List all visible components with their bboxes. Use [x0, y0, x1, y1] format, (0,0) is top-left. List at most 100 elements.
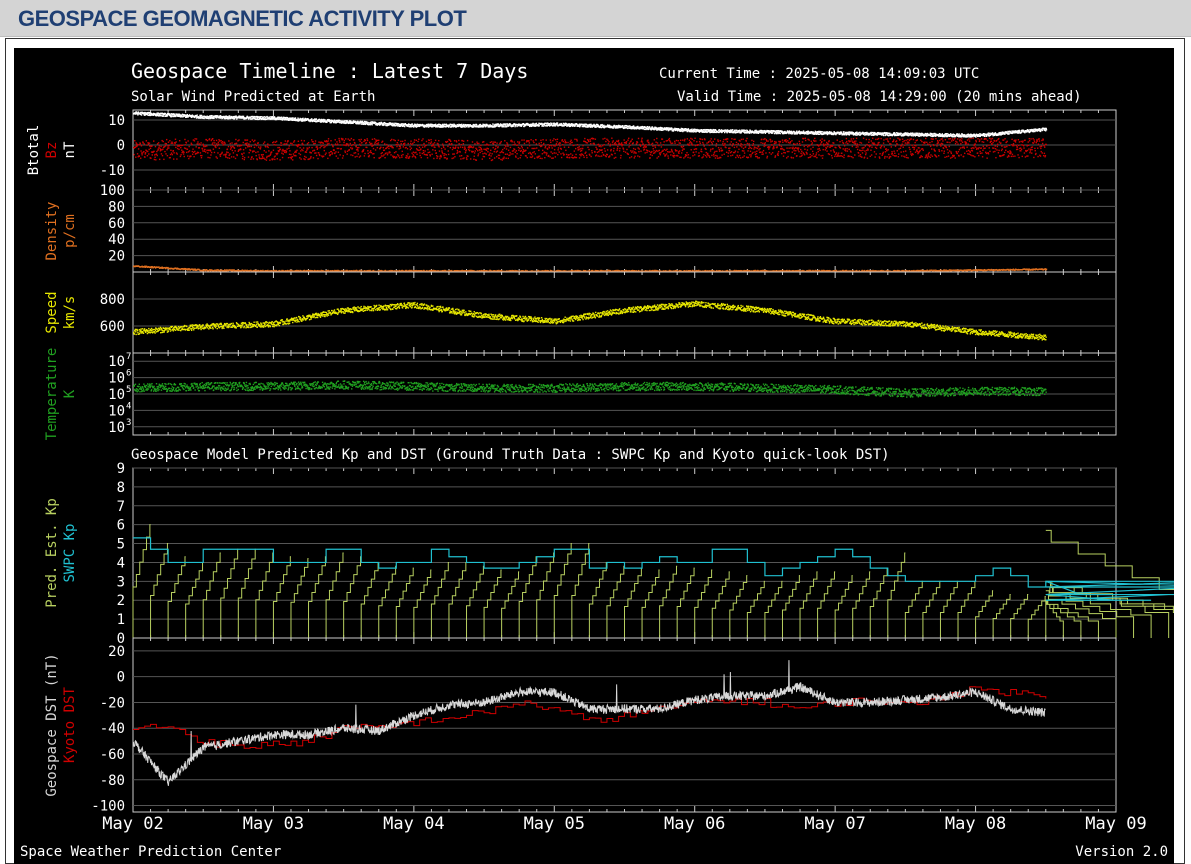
btotal-series-point — [629, 127, 631, 129]
bz-series-point — [659, 153, 661, 155]
bz-series-point — [615, 143, 617, 145]
bz-series-point — [476, 142, 479, 145]
bz-series-point — [341, 138, 343, 140]
btotal-series-point — [475, 126, 478, 128]
bz-series-point — [836, 139, 838, 141]
btotal-series-point — [338, 119, 341, 122]
btotal-series-point — [458, 125, 461, 127]
bz-series-point — [272, 149, 275, 151]
bz-series-point — [134, 140, 136, 142]
bz-series-point — [580, 153, 583, 155]
bz-series-point — [207, 152, 209, 154]
btotal-series-point — [730, 131, 732, 134]
bz-series-point — [495, 145, 497, 147]
bz-series-point — [734, 138, 736, 140]
bz-series-point — [1044, 154, 1047, 157]
bz-series-point — [996, 145, 999, 148]
y-tick-label: -10 — [100, 163, 125, 179]
bz-series-point — [308, 158, 310, 160]
btotal-series-point — [238, 116, 241, 118]
bz-series-point — [538, 155, 541, 157]
bz-series-point — [1039, 155, 1042, 157]
bz-series-point — [291, 142, 293, 145]
bz-series-point — [826, 150, 828, 152]
bz-series-point — [776, 153, 779, 156]
bz-series-point — [877, 137, 880, 140]
bz-series-point — [141, 154, 143, 156]
bz-series-point — [658, 149, 660, 152]
btotal-series-point — [361, 121, 363, 123]
bz-series-point — [783, 151, 785, 154]
btotal-series-point — [656, 129, 658, 131]
bz-series-point — [861, 152, 864, 154]
bz-series-point — [748, 145, 751, 147]
bz-series-point — [627, 153, 630, 155]
bz-series-point — [1007, 151, 1009, 153]
bz-series-point — [612, 150, 615, 152]
bz-series-point — [433, 146, 435, 148]
bz-series-point — [635, 143, 638, 145]
bz-series-point — [786, 150, 789, 153]
bz-series-point — [1003, 146, 1006, 148]
bz-series-point — [417, 144, 419, 147]
bz-series-point — [659, 154, 662, 156]
btotal-series-point — [534, 125, 537, 127]
bz-series-point — [548, 147, 551, 149]
bz-series-point — [940, 138, 942, 140]
btotal-series-point — [772, 131, 774, 133]
btotal-series-point — [671, 127, 673, 129]
btotal-series-point — [585, 126, 587, 128]
bz-series-point — [366, 138, 368, 140]
bz-series-point — [197, 151, 199, 154]
bz-series-point — [210, 151, 213, 154]
bz-series-point — [1031, 148, 1033, 151]
btotal-series-point — [526, 123, 528, 126]
bz-series-point — [960, 154, 962, 156]
bz-series-point — [431, 153, 433, 155]
bz-series-point — [157, 148, 159, 150]
bz-series-point — [644, 146, 647, 148]
bz-series-point — [380, 155, 383, 157]
bz-series-point — [985, 138, 987, 140]
bz-series-point — [524, 149, 526, 152]
bz-series-point — [134, 146, 137, 148]
bz-series-point — [842, 142, 845, 145]
btotal-series-point — [209, 117, 211, 120]
bz-series-point — [413, 141, 415, 143]
bz-series-point — [891, 150, 893, 153]
bz-series-point — [575, 153, 577, 156]
btotal-series-point — [147, 114, 149, 116]
bz-series-point — [742, 147, 745, 150]
bz-series-point — [327, 157, 329, 160]
bz-series-point — [601, 151, 604, 154]
bz-series-point — [504, 153, 507, 155]
bz-series-point — [440, 154, 442, 157]
bz-series-point — [393, 151, 396, 154]
bz-series-point — [514, 155, 517, 157]
btotal-series-point — [384, 123, 387, 125]
bz-series-point — [180, 144, 183, 147]
btotal-series-point — [206, 115, 209, 118]
bz-series-point — [445, 140, 447, 143]
bz-series-point — [973, 147, 975, 149]
bz-series-point — [536, 147, 538, 149]
bz-series-point — [187, 140, 189, 142]
bz-series-point — [941, 143, 944, 145]
bz-series-point — [266, 157, 268, 159]
bz-series-point — [743, 152, 746, 154]
bz-series-point — [136, 145, 138, 147]
btotal-series-point — [373, 121, 375, 123]
bz-series-point — [912, 153, 914, 156]
bz-series-point — [738, 139, 740, 142]
bz-series-point — [686, 143, 689, 145]
bz-series-point — [633, 157, 636, 159]
btotal-series-point — [347, 121, 350, 124]
bz-series-point — [343, 144, 346, 146]
bz-series-point — [694, 154, 696, 156]
bz-series-point — [886, 150, 888, 152]
bz-series-point — [478, 146, 480, 148]
btotal-series-point — [631, 127, 634, 129]
bz-series-point — [1009, 151, 1012, 153]
bz-series-point — [685, 154, 688, 157]
btotal-series-point — [438, 123, 440, 126]
